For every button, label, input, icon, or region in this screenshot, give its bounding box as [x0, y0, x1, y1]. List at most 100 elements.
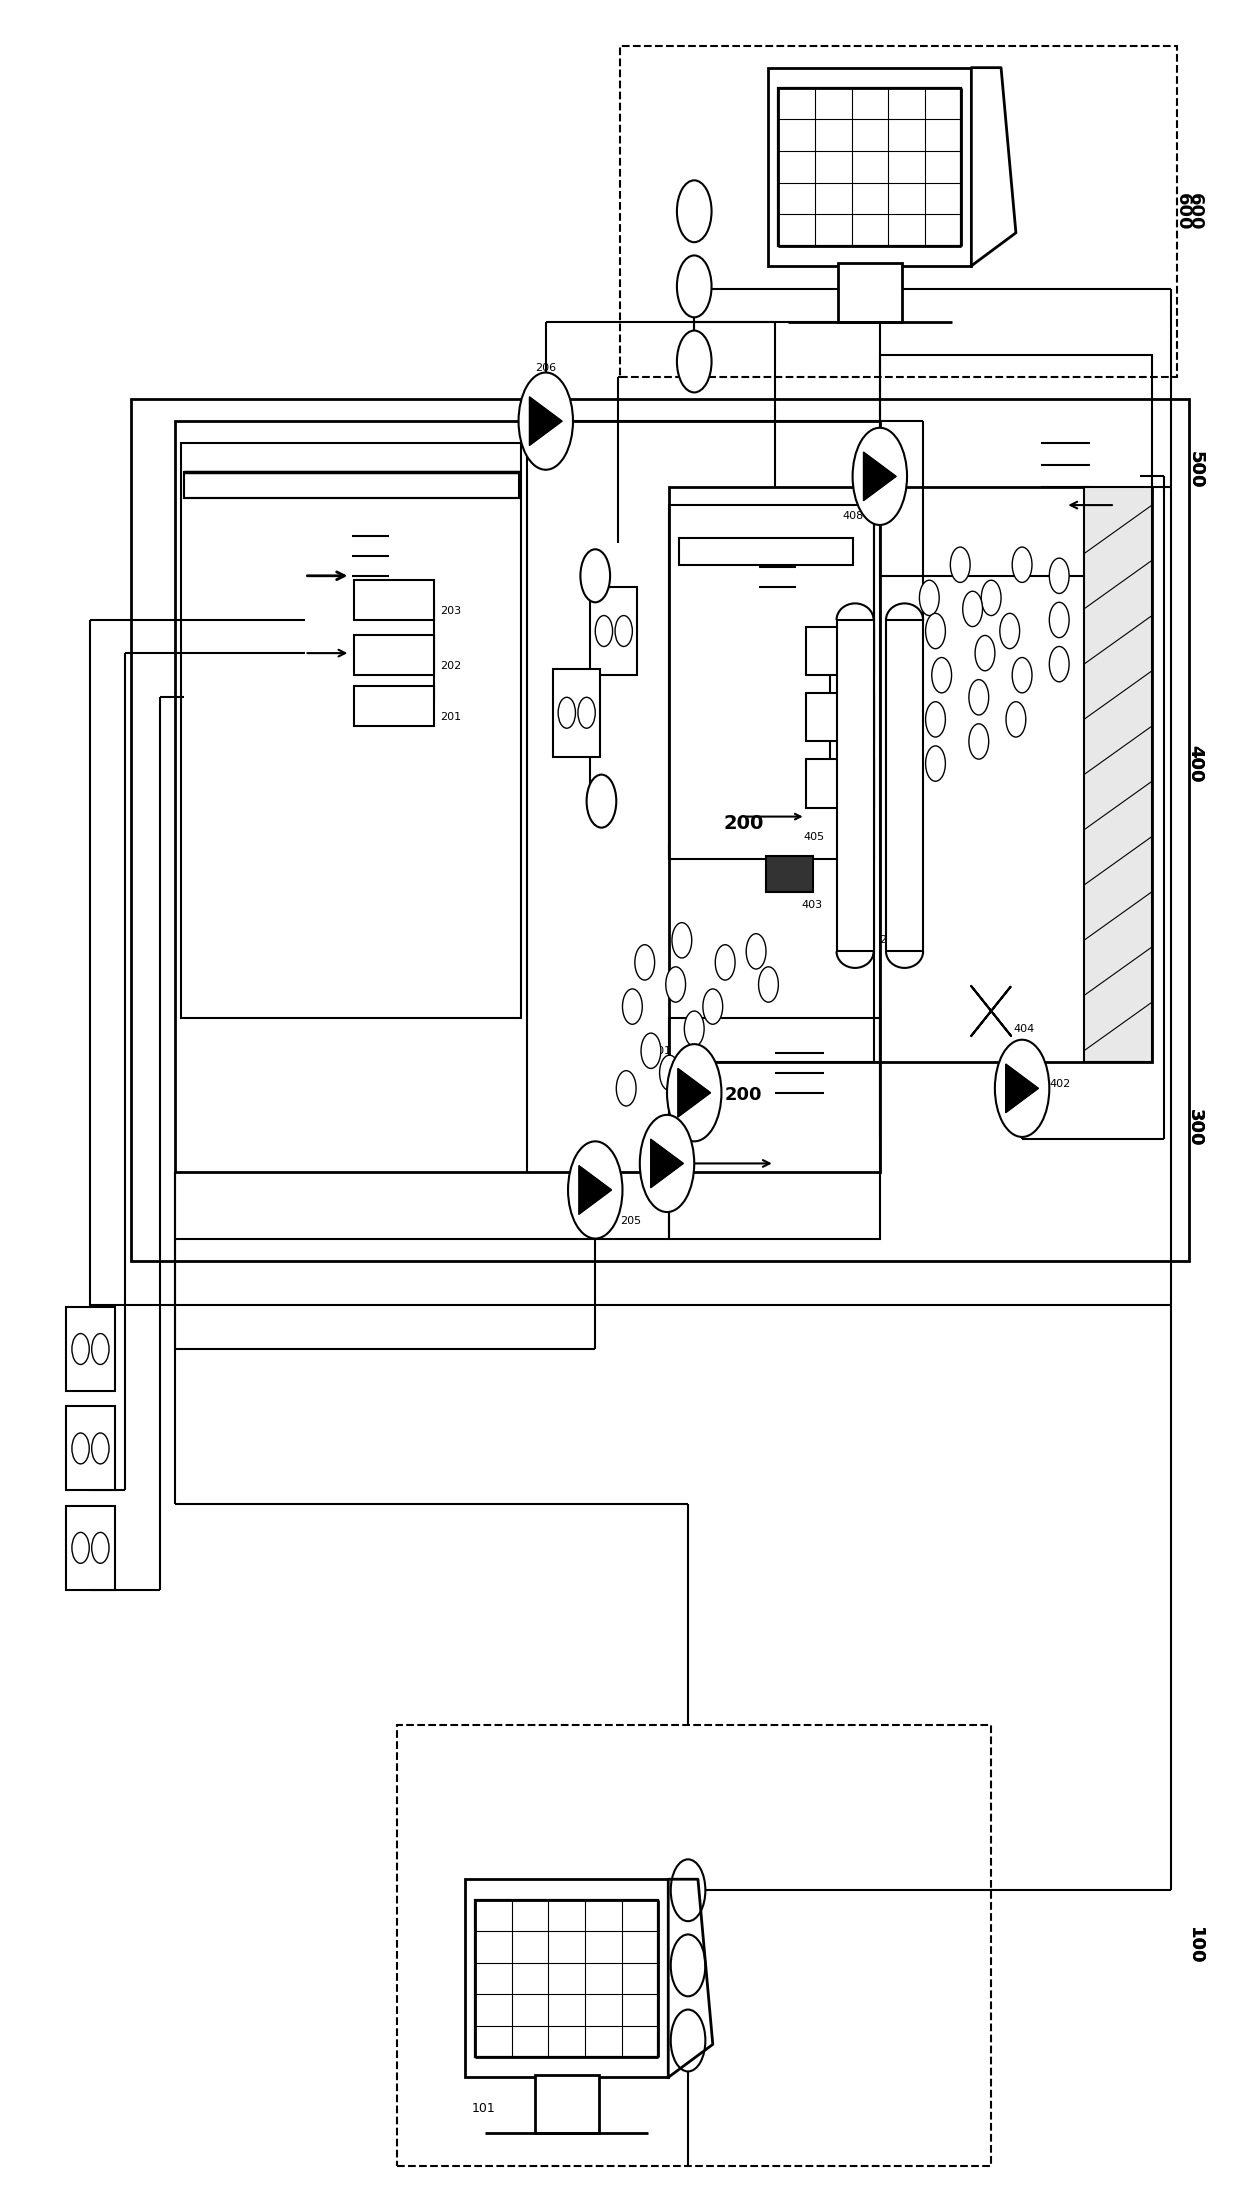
Circle shape	[616, 1071, 636, 1106]
Circle shape	[92, 1433, 109, 1464]
Bar	[465, 1880, 668, 2077]
Bar	[353, 686, 434, 726]
Text: 407: 407	[806, 641, 827, 650]
Circle shape	[72, 1334, 89, 1365]
Circle shape	[587, 774, 616, 827]
Bar	[680, 538, 853, 564]
Bar	[1084, 487, 1152, 1062]
Text: 101: 101	[471, 2101, 495, 2115]
Text: 405: 405	[804, 832, 825, 843]
Text: 204: 204	[879, 936, 900, 945]
Text: 404: 404	[1013, 1024, 1034, 1033]
Bar	[353, 635, 434, 675]
Bar	[553, 668, 600, 757]
Text: 406: 406	[828, 695, 849, 706]
Circle shape	[671, 1936, 706, 1995]
Circle shape	[981, 580, 1001, 615]
Circle shape	[1049, 646, 1069, 681]
Circle shape	[672, 922, 692, 958]
Bar	[590, 586, 637, 675]
Circle shape	[925, 701, 945, 737]
Text: 203: 203	[440, 606, 461, 617]
Text: 200: 200	[723, 814, 764, 832]
Circle shape	[677, 330, 712, 392]
Text: 600: 600	[1174, 192, 1192, 230]
Circle shape	[615, 615, 632, 646]
Bar	[534, 2075, 599, 2132]
Circle shape	[994, 1040, 1049, 1137]
Text: 600: 600	[1187, 192, 1204, 230]
Text: 300: 300	[1187, 1110, 1204, 1146]
Bar	[779, 88, 961, 246]
Bar	[670, 1018, 880, 1239]
Bar	[887, 619, 923, 951]
Circle shape	[558, 697, 575, 728]
Circle shape	[919, 580, 939, 615]
Circle shape	[677, 254, 712, 316]
Bar	[837, 619, 874, 951]
Polygon shape	[1006, 1064, 1038, 1113]
Bar	[66, 1407, 115, 1491]
Circle shape	[684, 1011, 704, 1046]
Circle shape	[72, 1433, 89, 1464]
Bar	[475, 1900, 658, 2057]
Circle shape	[746, 933, 766, 969]
Text: 202: 202	[440, 661, 461, 672]
Circle shape	[925, 745, 945, 781]
Bar	[66, 1307, 115, 1391]
Polygon shape	[678, 1068, 711, 1117]
Circle shape	[968, 723, 988, 759]
Polygon shape	[863, 451, 897, 500]
Circle shape	[677, 181, 712, 241]
Text: 200: 200	[725, 1086, 763, 1104]
Text: 201: 201	[440, 712, 461, 721]
Circle shape	[1006, 701, 1025, 737]
Circle shape	[1049, 602, 1069, 637]
Polygon shape	[971, 69, 1016, 265]
Circle shape	[925, 613, 945, 648]
Circle shape	[518, 372, 573, 469]
Circle shape	[715, 945, 735, 980]
Text: 206: 206	[536, 363, 557, 372]
Circle shape	[92, 1334, 109, 1365]
Text: 400: 400	[1187, 745, 1204, 783]
Bar	[806, 692, 874, 741]
Text: 205: 205	[620, 1217, 641, 1225]
Bar	[806, 759, 874, 807]
Text: 500: 500	[1187, 451, 1204, 489]
Polygon shape	[971, 987, 1011, 1011]
Bar	[880, 354, 1152, 575]
Circle shape	[578, 697, 595, 728]
Bar	[670, 487, 1152, 1062]
Circle shape	[671, 2008, 706, 2070]
Text: 401: 401	[651, 1046, 672, 1055]
Circle shape	[759, 967, 779, 1002]
Polygon shape	[529, 396, 562, 445]
Bar	[838, 263, 901, 321]
Circle shape	[72, 1533, 89, 1564]
Circle shape	[667, 1044, 722, 1141]
Bar	[66, 1506, 115, 1590]
Text: 408: 408	[842, 511, 864, 522]
Bar	[185, 471, 518, 498]
Circle shape	[622, 989, 642, 1024]
Text: 403: 403	[802, 900, 823, 909]
Circle shape	[1049, 557, 1069, 593]
Circle shape	[635, 945, 655, 980]
Circle shape	[999, 613, 1019, 648]
Circle shape	[660, 1055, 680, 1091]
Polygon shape	[651, 1139, 683, 1188]
Circle shape	[641, 1033, 661, 1068]
Circle shape	[975, 635, 994, 670]
Circle shape	[640, 1115, 694, 1212]
Text: 500: 500	[1187, 451, 1204, 489]
Polygon shape	[971, 1011, 1011, 1035]
Bar	[806, 626, 874, 675]
Circle shape	[931, 657, 951, 692]
Bar	[766, 856, 813, 891]
Circle shape	[568, 1141, 622, 1239]
Circle shape	[697, 1071, 717, 1106]
Circle shape	[703, 989, 723, 1024]
Text: 300: 300	[1187, 1110, 1204, 1146]
Polygon shape	[579, 1166, 611, 1214]
